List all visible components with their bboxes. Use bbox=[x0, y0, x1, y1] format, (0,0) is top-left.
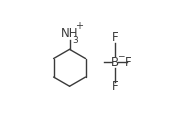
Text: B: B bbox=[111, 56, 119, 69]
Text: −: − bbox=[117, 51, 125, 60]
Text: F: F bbox=[125, 56, 132, 69]
Text: 3: 3 bbox=[72, 36, 78, 45]
Text: F: F bbox=[112, 80, 118, 93]
Text: +: + bbox=[75, 21, 83, 31]
Text: NH: NH bbox=[61, 27, 78, 40]
Text: F: F bbox=[112, 31, 118, 44]
